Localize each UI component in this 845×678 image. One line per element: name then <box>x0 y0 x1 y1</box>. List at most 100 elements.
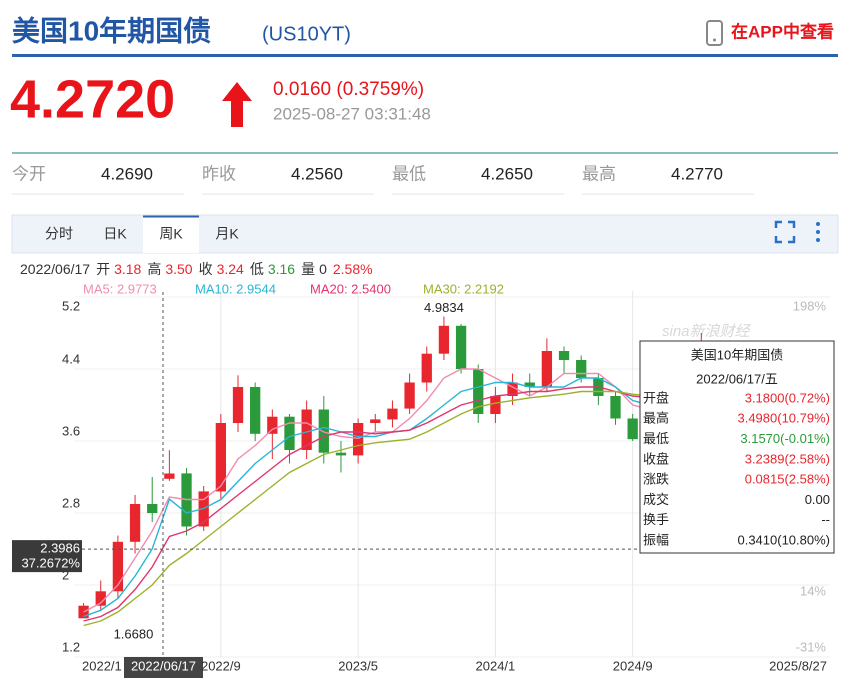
stat-value: 4.2770 <box>671 164 723 183</box>
tooltip-value: 0.00 <box>805 492 830 507</box>
crosshair-value-box <box>12 540 82 573</box>
candle-body <box>490 396 501 414</box>
info-label: 开 <box>96 261 110 277</box>
y-tick-label: 4.4 <box>62 351 80 366</box>
app-link[interactable]: 在APP中查看 <box>706 20 834 46</box>
more-dot[interactable] <box>816 222 820 226</box>
more-button[interactable] <box>816 222 820 242</box>
info-label: 低 <box>250 261 264 277</box>
tooltip-value: 3.4980(10.79%) <box>737 411 830 426</box>
y-tick-label: 1.2 <box>62 639 80 654</box>
y-tick-label: 5.2 <box>62 298 80 313</box>
tab[interactable]: 月K <box>215 226 239 242</box>
info-label: 收 <box>199 261 213 277</box>
phone-icon-dot <box>713 38 716 42</box>
tooltip-value: 3.1570(-0.01%) <box>740 431 830 446</box>
x-tick-label: 2025/8/27 <box>769 658 827 673</box>
watermark: sina新浪财经 <box>662 323 752 340</box>
candle-body <box>558 351 570 360</box>
tab[interactable]: 周K <box>159 226 183 242</box>
price: 4.2720 <box>10 69 175 129</box>
x-tick-label: 2023/5 <box>338 658 378 673</box>
stat-value: 4.2650 <box>481 164 533 183</box>
stat-label: 昨收 <box>202 164 236 183</box>
legend-entry: MA30: 2.2192 <box>423 281 504 296</box>
legend-entry: MA5: 2.9773 <box>83 281 157 296</box>
tooltip-title: 美国10年期国债 <box>691 347 783 362</box>
tooltip-value: -- <box>821 512 830 527</box>
candle-body <box>284 416 295 450</box>
app-link-text[interactable]: 在APP中查看 <box>731 21 834 41</box>
tooltip-label: 最低 <box>643 431 669 446</box>
candle-body <box>267 416 278 434</box>
crosshair-date-box <box>124 657 203 678</box>
tab[interactable]: 分时 <box>45 226 73 242</box>
candle-body <box>387 408 398 420</box>
info-line: 2022/06/17 开 3.18 高 3.50 收 3.24 低 3.16 量 0 2.58% <box>20 261 373 277</box>
phone-icon <box>706 20 723 46</box>
y-tick-label: 3.6 <box>62 423 80 438</box>
tooltip-label: 开盘 <box>643 390 669 405</box>
candle-body <box>576 360 587 378</box>
candle-body <box>438 325 450 354</box>
tooltip-label: 成交 <box>643 492 669 507</box>
quote-time: 2025-08-27 03:31:48 <box>273 104 431 123</box>
stat-label: 最高 <box>582 164 616 183</box>
tooltip-date: 2022/06/17/五 <box>696 371 778 386</box>
price-change: 0.0160 (0.3759%) <box>273 79 424 100</box>
candle-body <box>455 325 467 369</box>
candle-body <box>318 409 329 453</box>
legend-entry: MA20: 2.5400 <box>310 281 391 296</box>
tab-active-bg <box>143 216 199 253</box>
title: 美国10年期国债 <box>12 14 211 46</box>
fullscreen-icon[interactable] <box>774 220 796 244</box>
candle-body <box>112 541 124 592</box>
x-tick-label: 2024/1 <box>476 658 516 673</box>
y-tick-label: 2.8 <box>62 495 80 510</box>
stat-label: 今开 <box>12 164 46 183</box>
y2-tick-label: -31% <box>796 639 827 654</box>
fullscreen-button[interactable] <box>774 220 796 244</box>
more-dot[interactable] <box>816 238 820 242</box>
tooltip-label: 换手 <box>643 512 669 527</box>
candle-body <box>352 423 364 456</box>
stats-row: 今开 4.2690 昨收 4.2560 最低 4.2650 最高 4.2770 <box>12 164 754 195</box>
stat-value: 4.2690 <box>101 164 153 183</box>
tab[interactable]: 日K <box>103 226 127 242</box>
candle-body <box>301 409 312 450</box>
tooltip-label: 振幅 <box>643 533 669 548</box>
x-tick-label: 2022/9 <box>201 658 241 673</box>
crosshair-percent: 37.2672% <box>21 556 80 571</box>
tooltip-value: 3.2389(2.58%) <box>745 451 830 466</box>
x-tick-label: 2022/1 <box>82 658 122 673</box>
candle-body <box>95 591 106 606</box>
tooltip-value: 0.3410(10.80%) <box>737 533 830 548</box>
tooltip-label: 收盘 <box>643 451 669 466</box>
candle-body <box>78 605 89 619</box>
y2-tick-label: 198% <box>793 298 827 313</box>
candle-body <box>335 452 347 456</box>
max-label: 4.9834 <box>424 300 464 315</box>
info-value: 3.50 <box>165 261 192 277</box>
crosshair-value: 2.3986 <box>40 541 80 556</box>
tooltip-value: 3.1800(0.72%) <box>745 390 830 405</box>
tooltip-label: 最高 <box>643 411 669 426</box>
more-dot[interactable] <box>816 230 820 234</box>
ticker-code: (US10YT) <box>262 23 351 45</box>
candle-body <box>147 504 158 513</box>
candle-body <box>421 353 432 383</box>
y2-tick-label: 14% <box>800 584 826 599</box>
tooltip-value: 0.0815(2.58%) <box>745 472 830 487</box>
candle-body <box>232 387 244 423</box>
tab-bar <box>11 214 839 254</box>
stat-value: 4.2560 <box>291 164 343 183</box>
up-arrow <box>222 82 252 127</box>
candle-body <box>164 473 175 479</box>
candle-body <box>524 382 535 387</box>
tabs: 分时 日K 周K 月K <box>45 215 239 253</box>
info-value: 3.24 <box>217 261 244 277</box>
x-tick-label: 2024/9 <box>613 658 653 673</box>
tooltip: 美国10年期国债 2022/06/17/五开盘 3.1800(0.72%) 最高 3.4… <box>639 340 835 554</box>
